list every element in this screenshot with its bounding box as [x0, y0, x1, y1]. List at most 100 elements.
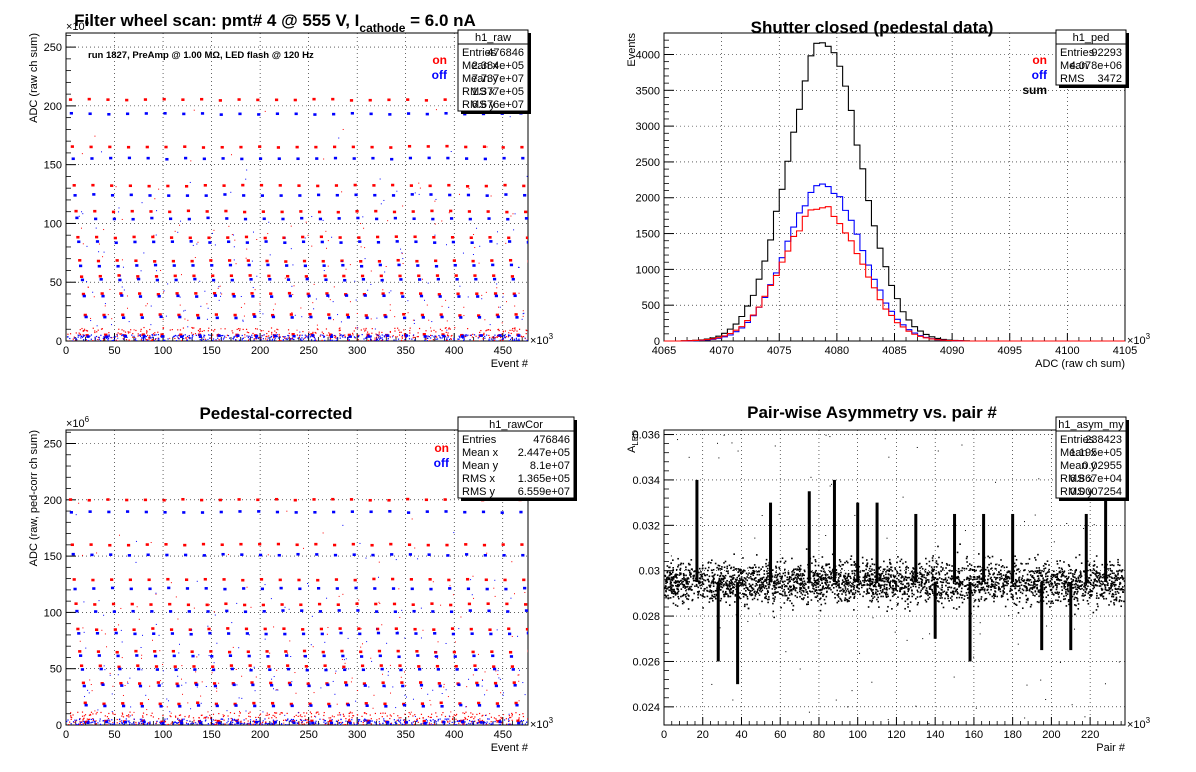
rawcor-off-floor-25: [149, 722, 151, 724]
rawcor-off-pt-270: [363, 684, 367, 687]
rawcor-off-pt-160: [242, 587, 246, 590]
rawcor-off-floor-304: [273, 721, 275, 723]
rawcor-on-pt-218: [302, 649, 307, 653]
asym-pt-298: [711, 597, 714, 600]
raw-on-pt-398: [507, 236, 511, 240]
asym-pt-801: [862, 576, 865, 579]
rawcor-off-floor-143: [469, 720, 471, 722]
asym-pt-348: [895, 580, 897, 583]
raw-on-pt-208: [299, 210, 303, 213]
rawcor-on-floor-333: [223, 714, 225, 717]
asym-ytick-label-5: 0.034: [632, 475, 660, 487]
raw-on-floor-181: [353, 330, 355, 332]
raw-off-tr-129: [220, 295, 222, 297]
raw-off-floor-249: [386, 340, 388, 341]
raw-on-pt-308: [407, 144, 412, 148]
raw-off-pt-311: [419, 294, 424, 298]
asym-pt-472: [825, 577, 827, 580]
rawcor-on-pt-76: [147, 578, 151, 582]
rawcor-off-floor-18: [231, 719, 234, 721]
rawcor-on-floor-99: [397, 715, 399, 717]
raw-on-pt-278: [376, 235, 380, 239]
raw-off-pt-75: [153, 263, 158, 267]
asym-pt-734: [701, 567, 704, 570]
rawcor-on-floor-226: [192, 717, 195, 719]
rawcor-off-floor-205: [358, 720, 360, 723]
rawcor-on-floor-36: [351, 717, 353, 719]
rawcor-on-floor-110: [95, 723, 97, 725]
asym-pt-404: [1050, 588, 1053, 591]
rawcor-on-floor-172: [405, 723, 407, 725]
raw-on-tr-361: [474, 247, 476, 249]
raw-off-tr-50: [128, 321, 130, 323]
asym-pt-84: [925, 600, 928, 603]
raw-off-pt-407: [530, 278, 533, 281]
raw-off-floor-160: [336, 338, 338, 340]
rawcor-off-tr-5: [85, 647, 87, 649]
asym-pt-410: [1112, 583, 1115, 586]
rawcor-off-tr-116: [200, 702, 202, 704]
rawcor-off-tr-169: [262, 711, 264, 713]
asym-pt-173: [907, 585, 910, 588]
rawcor-on-tr-86: [166, 706, 168, 708]
rawcor-on-floor-157: [158, 718, 160, 720]
raw-off-pt-17: [86, 335, 90, 338]
asym-pt-299: [904, 600, 907, 603]
rawcor-on-floor-98: [470, 712, 472, 714]
rawcor-off-tr-385: [498, 677, 500, 679]
rawcor-off-floor-176: [143, 719, 145, 721]
asym-pt-983: [889, 599, 892, 602]
rawcor-off-floor-282: [67, 719, 69, 721]
raw-off-tr-364: [496, 231, 498, 233]
rawcor-off-pt-262: [354, 586, 358, 590]
raw-off-floor-267: [203, 334, 205, 336]
raw-off-pt-208: [301, 240, 306, 244]
rawcor-off-pt-297: [393, 610, 397, 614]
asym-pt-744: [1029, 578, 1032, 581]
raw-on-floor-53: [400, 331, 402, 333]
raw-on-floor-201: [366, 335, 368, 338]
rawcor-on-pt-374: [469, 627, 473, 631]
rawcor-off-tr-106: [191, 629, 193, 631]
raw-on-pt-395: [503, 183, 507, 187]
rawcor-off-floor-206: [178, 721, 180, 724]
asym-pt-618: [740, 568, 742, 571]
rawcor-on-pt-178: [258, 542, 262, 546]
asym-pt-486: [1079, 588, 1082, 591]
raw-off-floor-79: [287, 337, 289, 339]
rawcor-on-floor-325: [79, 723, 81, 725]
raw-off-pt-334: [448, 193, 452, 197]
rawcor-on-pt-78: [149, 603, 153, 606]
rawcor-on-pt-193: [274, 497, 279, 501]
raw-off-floor-177: [80, 337, 82, 339]
rawcor-off-floor-199: [262, 724, 264, 725]
rawcor-on-tr-280: [378, 561, 380, 563]
raw-on-pt-154: [239, 145, 243, 149]
asym-pt-683: [673, 588, 675, 591]
raw-off-pt-241: [341, 263, 345, 267]
asym-pt-42: [810, 599, 813, 601]
raw-on-floor-202: [92, 327, 94, 329]
raw-on-pt-317: [419, 292, 423, 295]
raw-on-tr-352: [463, 306, 465, 308]
raw-on-pt-190: [280, 210, 284, 214]
rawcor-off-floor-174: [215, 721, 217, 724]
rawcor-off-floor-196: [393, 724, 395, 725]
rawcor-on-floor-176: [398, 717, 400, 719]
raw-off-floor-379: [121, 334, 124, 336]
rawcor-on-floor-295: [389, 714, 391, 716]
raw-off-floor-135: [267, 340, 269, 341]
rawcor-on-tr-70: [146, 709, 148, 711]
asym-pt-640: [828, 584, 830, 586]
asym-pt-564: [848, 600, 850, 602]
rawcor-on-floor-83: [143, 724, 145, 725]
rawcor-on-pt-106: [177, 702, 181, 706]
raw-off-pt-353: [472, 264, 476, 267]
raw-off-pt-113: [195, 295, 199, 298]
raw-off-floor-178: [241, 340, 243, 341]
raw-off-pt-207: [300, 216, 304, 220]
raw-on-floor-362: [193, 327, 195, 329]
asym-pt-442: [853, 595, 856, 598]
asym-pt-1050: [1006, 584, 1008, 587]
rawcor-on-tr-120: [201, 681, 203, 683]
